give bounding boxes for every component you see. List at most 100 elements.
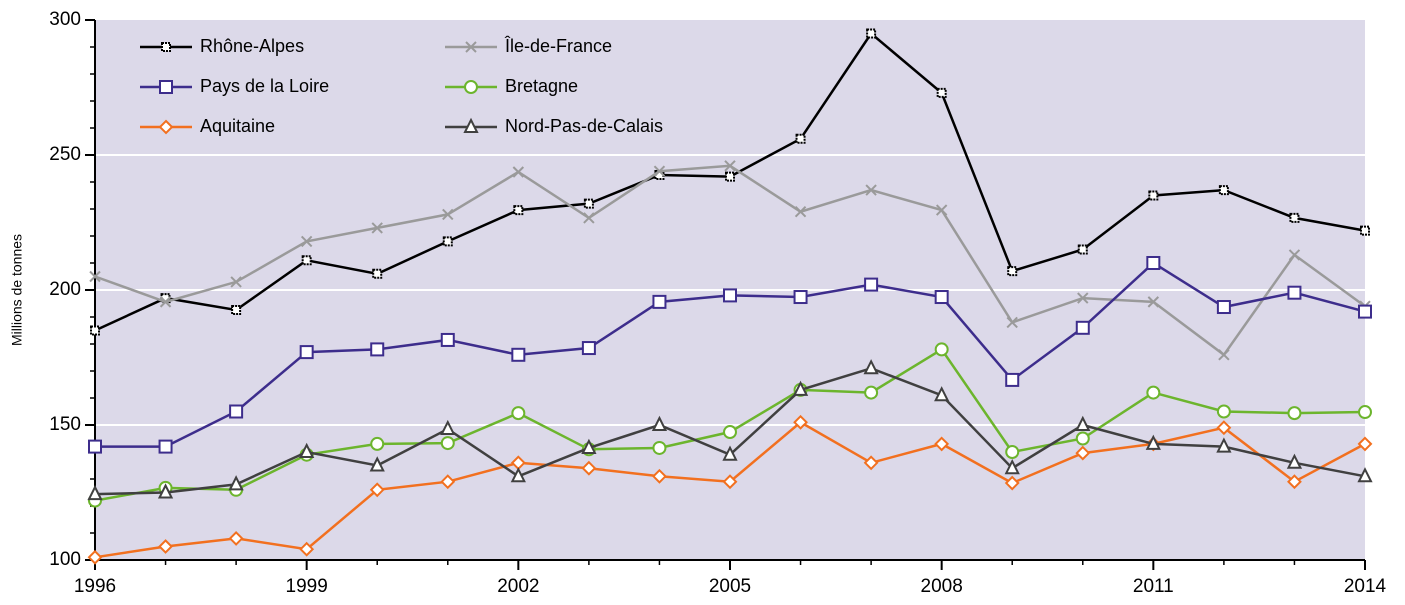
- marker: [793, 414, 808, 430]
- marker-shape: [1004, 458, 1020, 475]
- marker: [87, 549, 103, 565]
- marker: [1005, 372, 1020, 387]
- marker-shape: [158, 539, 173, 554]
- marker-shape: [90, 325, 100, 336]
- marker-shape: [1287, 474, 1302, 490]
- marker-shape: [440, 474, 456, 490]
- marker: [864, 385, 879, 400]
- marker-shape: [1005, 445, 1020, 459]
- y-axis-label: Millions de tonnes: [9, 234, 25, 346]
- marker: [1286, 453, 1303, 469]
- marker-shape: [88, 439, 102, 454]
- marker-shape: [1006, 316, 1018, 329]
- marker: [581, 460, 597, 476]
- marker: [157, 483, 174, 499]
- marker-shape: [793, 290, 808, 305]
- marker-shape: [1075, 431, 1090, 446]
- marker: [934, 386, 950, 402]
- marker-shape: [157, 483, 174, 499]
- x-tick-label: 2008: [921, 576, 963, 597]
- marker: [1077, 244, 1088, 255]
- marker: [228, 530, 244, 546]
- marker-shape: [1146, 385, 1161, 400]
- marker: [465, 41, 477, 53]
- marker: [795, 133, 806, 144]
- marker-shape: [581, 438, 597, 454]
- marker-shape: [370, 342, 385, 357]
- marker: [1145, 434, 1161, 450]
- marker: [1218, 349, 1230, 361]
- marker: [513, 205, 524, 216]
- marker: [936, 87, 947, 98]
- marker-shape: [1216, 300, 1231, 315]
- marker-shape: [228, 530, 244, 546]
- marker-shape: [369, 456, 385, 472]
- marker: [1146, 256, 1161, 270]
- marker-shape: [1360, 225, 1370, 236]
- marker: [652, 468, 667, 484]
- marker: [934, 290, 949, 305]
- marker-shape: [370, 436, 385, 451]
- marker-shape: [1358, 405, 1372, 420]
- marker: [158, 439, 173, 454]
- marker-shape: [936, 87, 947, 98]
- marker-shape: [935, 204, 948, 216]
- marker: [1007, 266, 1018, 277]
- marker-shape: [89, 270, 101, 283]
- y-tick-label: 150: [49, 414, 81, 435]
- marker: [1287, 474, 1302, 490]
- marker: [300, 235, 313, 248]
- legend-label: Île-de-France: [504, 36, 612, 56]
- marker: [370, 436, 385, 451]
- marker: [511, 347, 526, 362]
- marker-shape: [1218, 349, 1230, 361]
- marker-shape: [652, 468, 667, 484]
- marker: [230, 276, 242, 288]
- marker: [1216, 300, 1231, 315]
- marker-shape: [513, 205, 524, 216]
- marker: [440, 436, 455, 451]
- marker: [1357, 467, 1373, 483]
- marker: [724, 160, 736, 172]
- marker-shape: [1077, 244, 1088, 255]
- marker: [88, 439, 102, 454]
- marker-shape: [651, 415, 668, 431]
- marker-shape: [723, 288, 737, 303]
- marker: [1075, 415, 1091, 431]
- marker-shape: [723, 425, 737, 440]
- marker: [652, 440, 667, 455]
- marker-shape: [864, 277, 879, 292]
- marker-shape: [1357, 467, 1373, 483]
- marker-shape: [1004, 475, 1020, 491]
- marker: [722, 474, 738, 490]
- marker: [583, 198, 594, 209]
- marker-shape: [229, 404, 244, 419]
- marker-shape: [1216, 404, 1231, 419]
- marker: [1146, 385, 1161, 400]
- marker-shape: [440, 332, 455, 347]
- marker-shape: [1288, 249, 1301, 261]
- marker-shape: [442, 236, 453, 247]
- marker-shape: [299, 442, 315, 458]
- marker-shape: [230, 276, 242, 288]
- marker: [792, 380, 809, 396]
- marker: [1357, 436, 1373, 452]
- marker: [1358, 304, 1372, 319]
- marker-shape: [231, 304, 242, 315]
- marker-shape: [1216, 437, 1232, 453]
- marker-shape: [722, 474, 738, 490]
- marker-shape: [510, 467, 526, 483]
- marker: [158, 119, 174, 135]
- marker-shape: [372, 268, 383, 279]
- marker: [935, 204, 948, 216]
- marker-shape: [512, 166, 525, 178]
- marker: [299, 442, 315, 458]
- x-tick-label: 1996: [74, 576, 116, 597]
- marker-shape: [228, 475, 244, 491]
- marker-shape: [1357, 436, 1373, 452]
- marker-shape: [158, 119, 174, 135]
- marker-shape: [301, 255, 312, 266]
- marker-shape: [299, 541, 315, 557]
- marker-shape: [159, 80, 173, 94]
